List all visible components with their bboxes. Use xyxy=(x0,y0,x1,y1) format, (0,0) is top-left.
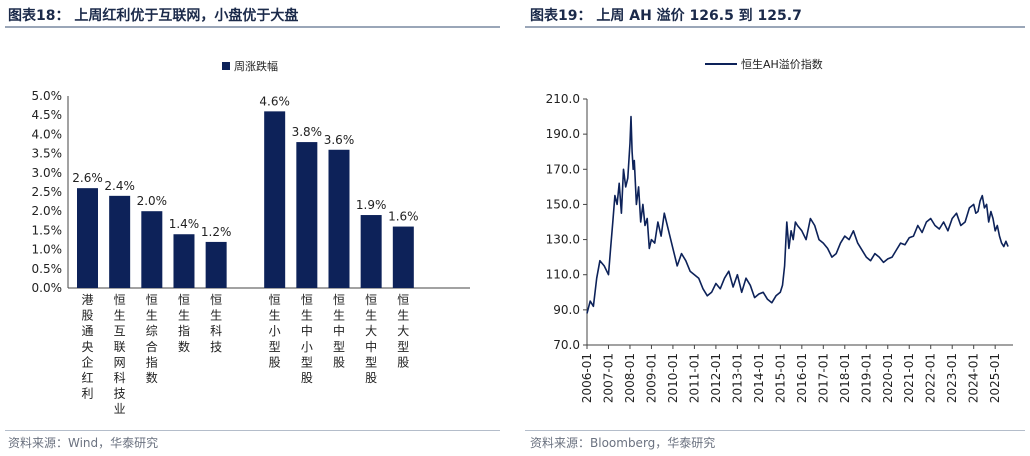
x-tick-label: 2024-01 xyxy=(967,353,981,403)
y-tick-label: 110.0 xyxy=(546,268,580,282)
bar xyxy=(296,142,318,288)
y-tick-label: 1.5% xyxy=(32,223,63,237)
bar xyxy=(360,215,382,288)
bar xyxy=(392,226,414,288)
category-label: 恒生大型股 xyxy=(397,293,409,369)
y-tick-label: 150.0 xyxy=(546,197,580,211)
x-tick-label: 2014-01 xyxy=(752,353,766,403)
x-tick-label: 2019-01 xyxy=(859,353,873,403)
bar xyxy=(77,188,98,288)
x-tick-label: 2020-01 xyxy=(881,353,895,403)
y-tick-label: 3.5% xyxy=(32,147,63,161)
x-tick-label: 2007-01 xyxy=(601,353,615,403)
category-label: 恒生指数 xyxy=(178,293,190,354)
legend-label: 周涨跌幅 xyxy=(234,59,278,73)
y-tick-label: 130.0 xyxy=(546,233,580,247)
x-tick-label: 2009-01 xyxy=(644,353,658,403)
y-tick-label: 170.0 xyxy=(546,162,580,176)
bar xyxy=(264,111,286,288)
left-source: 资料来源：Wind，华泰研究 xyxy=(8,436,159,450)
x-tick-label: 2022-01 xyxy=(924,353,938,403)
y-tick-label: 0.0% xyxy=(32,281,63,295)
x-tick-label: 2021-01 xyxy=(902,353,916,403)
y-tick-label: 3.0% xyxy=(32,166,63,180)
category-label: 恒生科技 xyxy=(210,293,222,354)
data-label: 4.6% xyxy=(259,94,290,108)
bar xyxy=(173,234,195,288)
left-title: 图表18： 上周红利优于互联网，小盘优于大盘 xyxy=(8,8,299,24)
x-tick-label: 2015-01 xyxy=(773,353,787,403)
y-tick-label: 190.0 xyxy=(546,127,580,141)
y-tick-label: 2.0% xyxy=(32,204,63,218)
data-label: 1.9% xyxy=(356,198,387,212)
category-label: 恒生中小型股 xyxy=(301,293,313,385)
left-title-rule xyxy=(5,26,500,28)
y-tick-label: 0.5% xyxy=(32,262,63,276)
legend-label: 恒生AH溢价指数 xyxy=(741,57,823,71)
left-panel: 图表18： 上周红利优于互联网，小盘优于大盘 周涨跌幅 0.0% 0.5% 1.0% 1… xyxy=(0,0,505,456)
legend-swatch xyxy=(222,62,230,70)
category-label: 恒生中型股 xyxy=(333,293,345,369)
data-label: 1.6% xyxy=(388,210,419,224)
right-title: 图表19： 上周 AH 溢价 126.5 到 125.7 xyxy=(530,8,802,24)
category-label: 恒生互联网科技业 xyxy=(114,293,126,416)
x-tick-label: 2012-01 xyxy=(709,353,723,403)
category-label: 恒生小型股 xyxy=(269,293,281,369)
bar xyxy=(141,211,163,288)
right-bottom-rule xyxy=(525,430,1025,431)
line-chart: 恒生AH溢价指数 70.0 90.0 110.0 130.0 150.0 170.0 190.… xyxy=(546,57,1013,403)
y-tick-label: 2.5% xyxy=(32,185,63,199)
y-tick-label: 1.0% xyxy=(32,243,63,257)
x-tick-label: 2018-01 xyxy=(838,353,852,403)
bar xyxy=(328,149,350,288)
category-label: 港股通央企红利 xyxy=(81,293,93,401)
x-tick-label: 2006-01 xyxy=(580,353,594,403)
data-label: 3.6% xyxy=(324,133,355,147)
category-label: 恒生综合指数 xyxy=(146,293,158,385)
right-source: 资料来源：Bloomberg，华泰研究 xyxy=(530,436,716,450)
y-tick-label: 5.0% xyxy=(32,89,63,103)
x-tick-label: 2010-01 xyxy=(666,353,680,403)
right-panel: 图表19： 上周 AH 溢价 126.5 到 125.7 恒生AH溢价指数 70.… xyxy=(525,0,1030,456)
x-tick-label: 2025-01 xyxy=(988,353,1002,403)
y-tick-label: 90.0 xyxy=(553,303,580,317)
y-tick-label: 4.5% xyxy=(32,108,63,122)
x-tick-label: 2008-01 xyxy=(623,353,637,403)
data-label: 2.0% xyxy=(137,194,168,208)
series-line xyxy=(586,115,1009,314)
bar xyxy=(109,195,131,288)
y-tick-label: 4.0% xyxy=(32,127,63,141)
bar xyxy=(205,241,227,288)
data-label: 2.6% xyxy=(72,171,103,185)
x-tick-label: 2023-01 xyxy=(945,353,959,403)
left-bottom-rule xyxy=(5,430,500,431)
x-tick-label: 2013-01 xyxy=(730,353,744,403)
right-title-rule xyxy=(525,26,1025,28)
data-label: 1.4% xyxy=(169,217,200,231)
data-label: 1.2% xyxy=(201,225,232,239)
data-label: 3.8% xyxy=(292,125,323,139)
x-tick-label: 2017-01 xyxy=(816,353,830,403)
y-tick-label: 210.0 xyxy=(546,92,580,106)
x-tick-label: 2016-01 xyxy=(795,353,809,403)
bar-chart: 周涨跌幅 0.0% 0.5% 1.0% 1.5% 2.0% 2.5% 3.0% 3.5% 4.0%… xyxy=(32,59,470,416)
x-tick-label: 2011-01 xyxy=(687,353,701,403)
data-label: 2.4% xyxy=(104,179,135,193)
y-tick-label: 70.0 xyxy=(553,338,580,352)
category-label: 恒生大中型股 xyxy=(365,293,377,385)
